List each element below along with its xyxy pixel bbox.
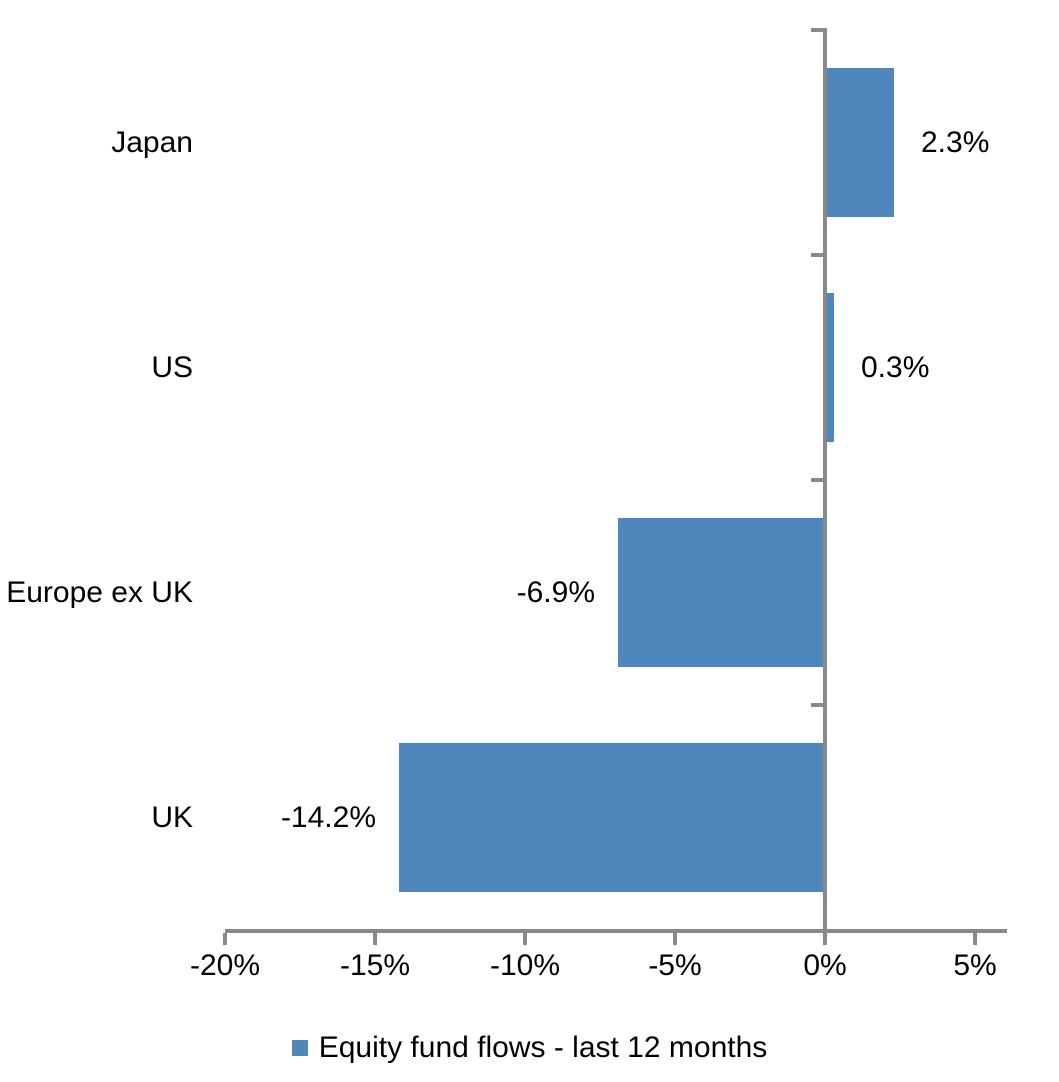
y-axis-line: [823, 28, 827, 945]
legend-label: Equity fund flows - last 12 months: [318, 1031, 768, 1064]
bar-europe-ex-uk: [618, 518, 825, 667]
y-axis-tick-1: [811, 253, 823, 257]
x-axis-line: [225, 929, 1007, 933]
legend: Equity fund flows - last 12 months: [0, 1028, 1059, 1068]
data-label-uk: -14.2%: [280, 800, 376, 834]
x-tick-label-5pct: 5%: [953, 949, 997, 982]
category-label-us: US: [151, 350, 193, 384]
legend-swatch: [291, 1040, 308, 1056]
x-tick-minus-10pct: [523, 933, 527, 945]
category-label-japan: Japan: [111, 125, 193, 159]
category-label-uk: UK: [151, 800, 193, 834]
category-label-europe-ex-uk: Europe ex UK: [6, 575, 193, 609]
x-tick-minus-5pct: [673, 933, 677, 945]
x-tick-label-minus-5pct: -5%: [648, 949, 702, 982]
y-axis-tick-0: [811, 28, 823, 32]
x-tick-label-minus-20pct: -20%: [189, 949, 261, 982]
data-label-us: 0.3%: [861, 350, 930, 384]
x-tick-label-0pct: 0%: [803, 949, 847, 982]
x-tick-label-minus-10pct: -10%: [489, 949, 561, 982]
bar-uk: [399, 743, 825, 892]
data-label-europe-ex-uk: -6.9%: [516, 575, 595, 609]
bar-japan: [825, 68, 894, 217]
x-tick-label-minus-15pct: -15%: [339, 949, 411, 982]
x-tick-5pct: [973, 933, 977, 945]
y-axis-tick-3: [811, 703, 823, 707]
x-tick-minus-20pct: [223, 933, 227, 945]
data-label-japan: 2.3%: [921, 125, 990, 159]
y-axis-tick-2: [811, 478, 823, 482]
x-tick-minus-15pct: [373, 933, 377, 945]
bar-us: [825, 293, 834, 442]
